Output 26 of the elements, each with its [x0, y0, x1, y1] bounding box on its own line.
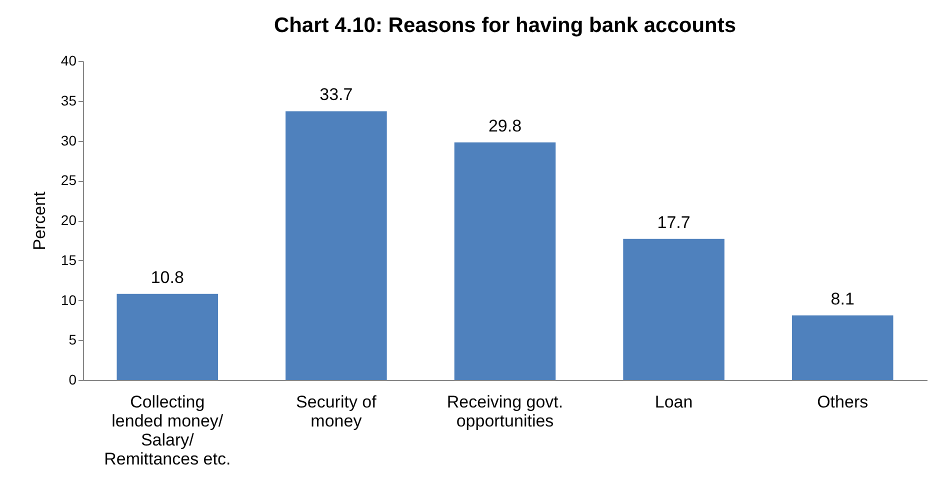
x-tick-label: Collecting lended money/ Salary/ Remittances etc.: [104, 392, 231, 468]
y-tick-label: 15: [60, 252, 77, 268]
y-tick-label: 25: [60, 172, 77, 188]
data-label: 8.1: [830, 289, 854, 308]
bar: [792, 315, 894, 380]
x-tick-label: Others: [817, 392, 868, 412]
bar: [286, 111, 387, 380]
y-tick-label: 10: [60, 292, 77, 308]
data-label: 33.7: [320, 85, 353, 104]
bar: [623, 238, 724, 380]
bar: [116, 294, 218, 380]
data-label: 29.8: [488, 116, 522, 136]
y-tick-label: 35: [60, 92, 77, 108]
y-tick-label: 20: [60, 212, 77, 228]
data-label: 17.7: [657, 212, 690, 232]
y-tick-label: 5: [68, 332, 77, 348]
data-label: 10.8: [150, 268, 184, 287]
x-tick-label: Security of money: [296, 392, 377, 430]
x-tick-label: Receiving govt. opportunities: [446, 392, 564, 430]
y-axis-title: Percent: [30, 191, 49, 250]
chart-title: Chart 4.10: Reasons for having bank accounts: [274, 14, 736, 37]
x-tick-label: Loan: [654, 392, 693, 412]
y-tick-label: 40: [60, 52, 77, 68]
y-tick-label: 0: [68, 372, 77, 388]
bar: [454, 142, 556, 380]
y-tick-label: 30: [60, 132, 77, 148]
